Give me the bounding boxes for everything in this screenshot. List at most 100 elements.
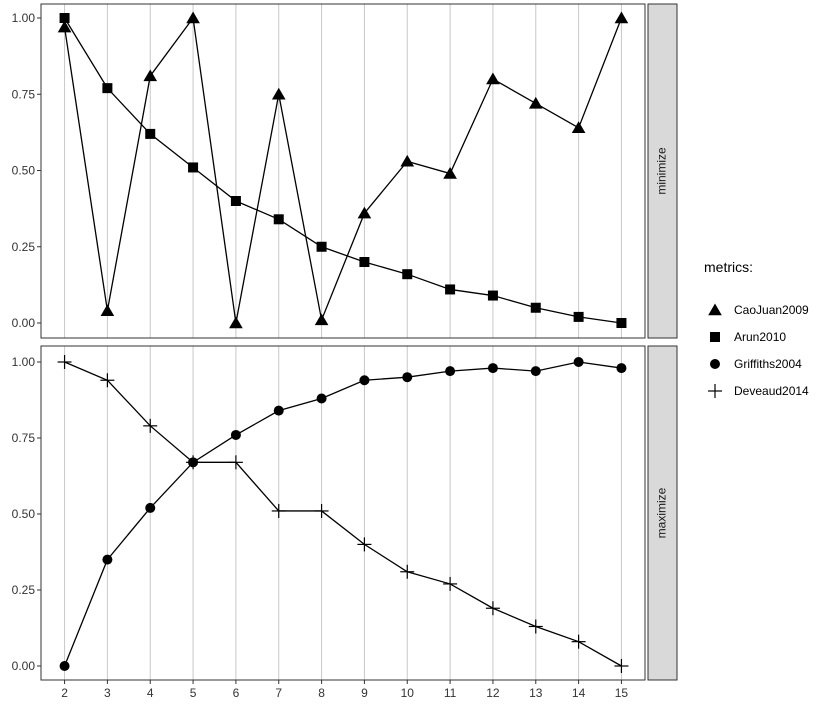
x-tick-label: 4: [147, 686, 154, 700]
legend-label: Griffiths2004: [734, 357, 802, 371]
data-point-Arun2010-12: [487, 290, 498, 301]
series-line-CaoJuan2009: [63, 16, 623, 324]
data-point-Arun2010-13: [530, 302, 541, 313]
data-point-Deveaud2014-11: [443, 576, 458, 591]
legend-entry-Griffiths2004: Griffiths2004: [710, 357, 802, 371]
data-point-Arun2010-4: [145, 128, 156, 139]
data-point-Arun2010-8: [316, 241, 327, 252]
panel-border: [40, 345, 646, 681]
data-point-Arun2010-6: [230, 196, 241, 206]
series-Griffiths2004: [59, 357, 627, 671]
data-point-CaoJuan2009-8: [314, 313, 329, 326]
data-point-CaoJuan2009-5: [186, 11, 200, 24]
data-point-CaoJuan2009-13: [528, 96, 543, 109]
x-tick-label: 6: [233, 686, 240, 700]
data-point-Arun2010-5: [188, 162, 199, 173]
data-point-Griffiths2004-13: [530, 366, 541, 377]
x-tick-label: 11: [444, 686, 457, 700]
data-point-Deveaud2014-13: [528, 619, 543, 634]
data-point-Griffiths2004-7: [273, 405, 284, 416]
data-point-Arun2010-11: [445, 284, 456, 295]
legend-entry-Deveaud2014: Deveaud2014: [708, 384, 809, 398]
legend-label: CaoJuan2009: [734, 303, 809, 317]
x-tick-label: 10: [401, 686, 415, 700]
y-tick-label: 0.75: [12, 431, 36, 445]
data-point-Deveaud2014-4: [143, 418, 158, 433]
data-point-Deveaud2014-3: [100, 373, 115, 388]
x-tick-label: 5: [190, 686, 197, 700]
legend-entry-Arun2010: Arun2010: [710, 330, 786, 344]
data-point-Griffiths2004-3: [102, 554, 113, 565]
data-point-Griffiths2004-12: [487, 363, 498, 374]
facet-strip: [647, 345, 678, 681]
legend-label: Arun2010: [734, 330, 786, 344]
x-tick-label: 14: [572, 686, 586, 700]
data-point-Griffiths2004-8: [316, 393, 327, 404]
data-point-Deveaud2014-14: [571, 634, 586, 649]
data-point-CaoJuan2009-3: [100, 304, 115, 316]
series-Arun2010: [59, 13, 627, 328]
facet-panel-maximize: 0.00 0.25 0.50 0.75 1.00 maximize: [12, 345, 678, 681]
data-point-CaoJuan2009-7: [271, 87, 286, 100]
data-point-CaoJuan2009-15: [614, 11, 629, 24]
legend-key-CaoJuan2009: [708, 303, 722, 316]
facet-strip-label: maximize: [655, 487, 669, 538]
data-point-Griffiths2004-10: [402, 372, 413, 383]
data-point-CaoJuan2009-9: [357, 206, 372, 219]
series-CaoJuan2009: [57, 11, 629, 329]
y-tick-label: 1.00: [12, 355, 36, 369]
data-point-Griffiths2004-11: [445, 366, 456, 377]
series-line-Deveaud2014: [64, 361, 622, 667]
data-point-Deveaud2014-2: [57, 355, 72, 369]
data-point-Deveaud2014-6: [228, 455, 243, 470]
y-tick-label: 0.75: [12, 87, 36, 101]
legend-key-Arun2010: [710, 332, 720, 342]
x-tick-label: 15: [615, 686, 629, 700]
data-point-CaoJuan2009-6: [229, 316, 243, 329]
data-point-Arun2010-14: [573, 311, 584, 322]
data-point-CaoJuan2009-2: [57, 20, 72, 33]
x-tick-label: 12: [486, 686, 500, 700]
panel-background: [41, 346, 645, 680]
data-point-Griffiths2004-2: [59, 661, 70, 671]
legend-key-Deveaud2014: [708, 384, 722, 398]
data-point-Deveaud2014-5: [186, 455, 201, 470]
legend-key-Griffiths2004: [710, 359, 720, 369]
y-tick-label: 0.00: [12, 316, 36, 330]
x-tick-label: 9: [361, 686, 368, 700]
y-tick-label: 0.00: [12, 659, 36, 673]
x-tick-label: 7: [275, 686, 282, 700]
data-point-Griffiths2004-6: [230, 429, 241, 440]
x-tick-label: 3: [104, 686, 111, 700]
data-point-Arun2010-3: [102, 83, 113, 94]
legend-title: metrics:: [704, 259, 753, 275]
series-Deveaud2014: [57, 355, 629, 673]
y-tick-label: 0.50: [12, 507, 36, 521]
data-point-CaoJuan2009-4: [143, 69, 158, 82]
data-point-Arun2010-15: [616, 318, 627, 328]
legend-entry-CaoJuan2009: CaoJuan2009: [708, 303, 809, 317]
y-tick-label: 0.25: [12, 583, 36, 597]
x-tick-label: 13: [529, 686, 543, 700]
legend-label: Deveaud2014: [734, 384, 809, 398]
data-point-Deveaud2014-7: [271, 503, 286, 518]
data-point-Deveaud2014-9: [357, 537, 372, 552]
y-tick-label: 1.00: [12, 11, 36, 25]
data-point-Griffiths2004-14: [573, 357, 584, 367]
data-point-CaoJuan2009-10: [400, 154, 415, 167]
data-point-Deveaud2014-15: [614, 659, 629, 673]
data-point-Griffiths2004-4: [145, 502, 156, 513]
data-point-Arun2010-2: [59, 13, 70, 23]
data-point-Deveaud2014-8: [314, 503, 329, 518]
panel-border: [40, 3, 646, 339]
y-tick-label: 0.25: [12, 240, 36, 254]
data-point-Griffiths2004-9: [359, 375, 370, 386]
facet-strip-label: minimize: [655, 147, 669, 195]
series-line-Griffiths2004: [63, 361, 622, 667]
x-tick-label: 2: [61, 686, 68, 700]
facet-strip: [647, 3, 678, 339]
data-point-CaoJuan2009-14: [571, 121, 586, 133]
data-point-CaoJuan2009-11: [443, 167, 457, 179]
data-point-Deveaud2014-12: [485, 601, 500, 616]
